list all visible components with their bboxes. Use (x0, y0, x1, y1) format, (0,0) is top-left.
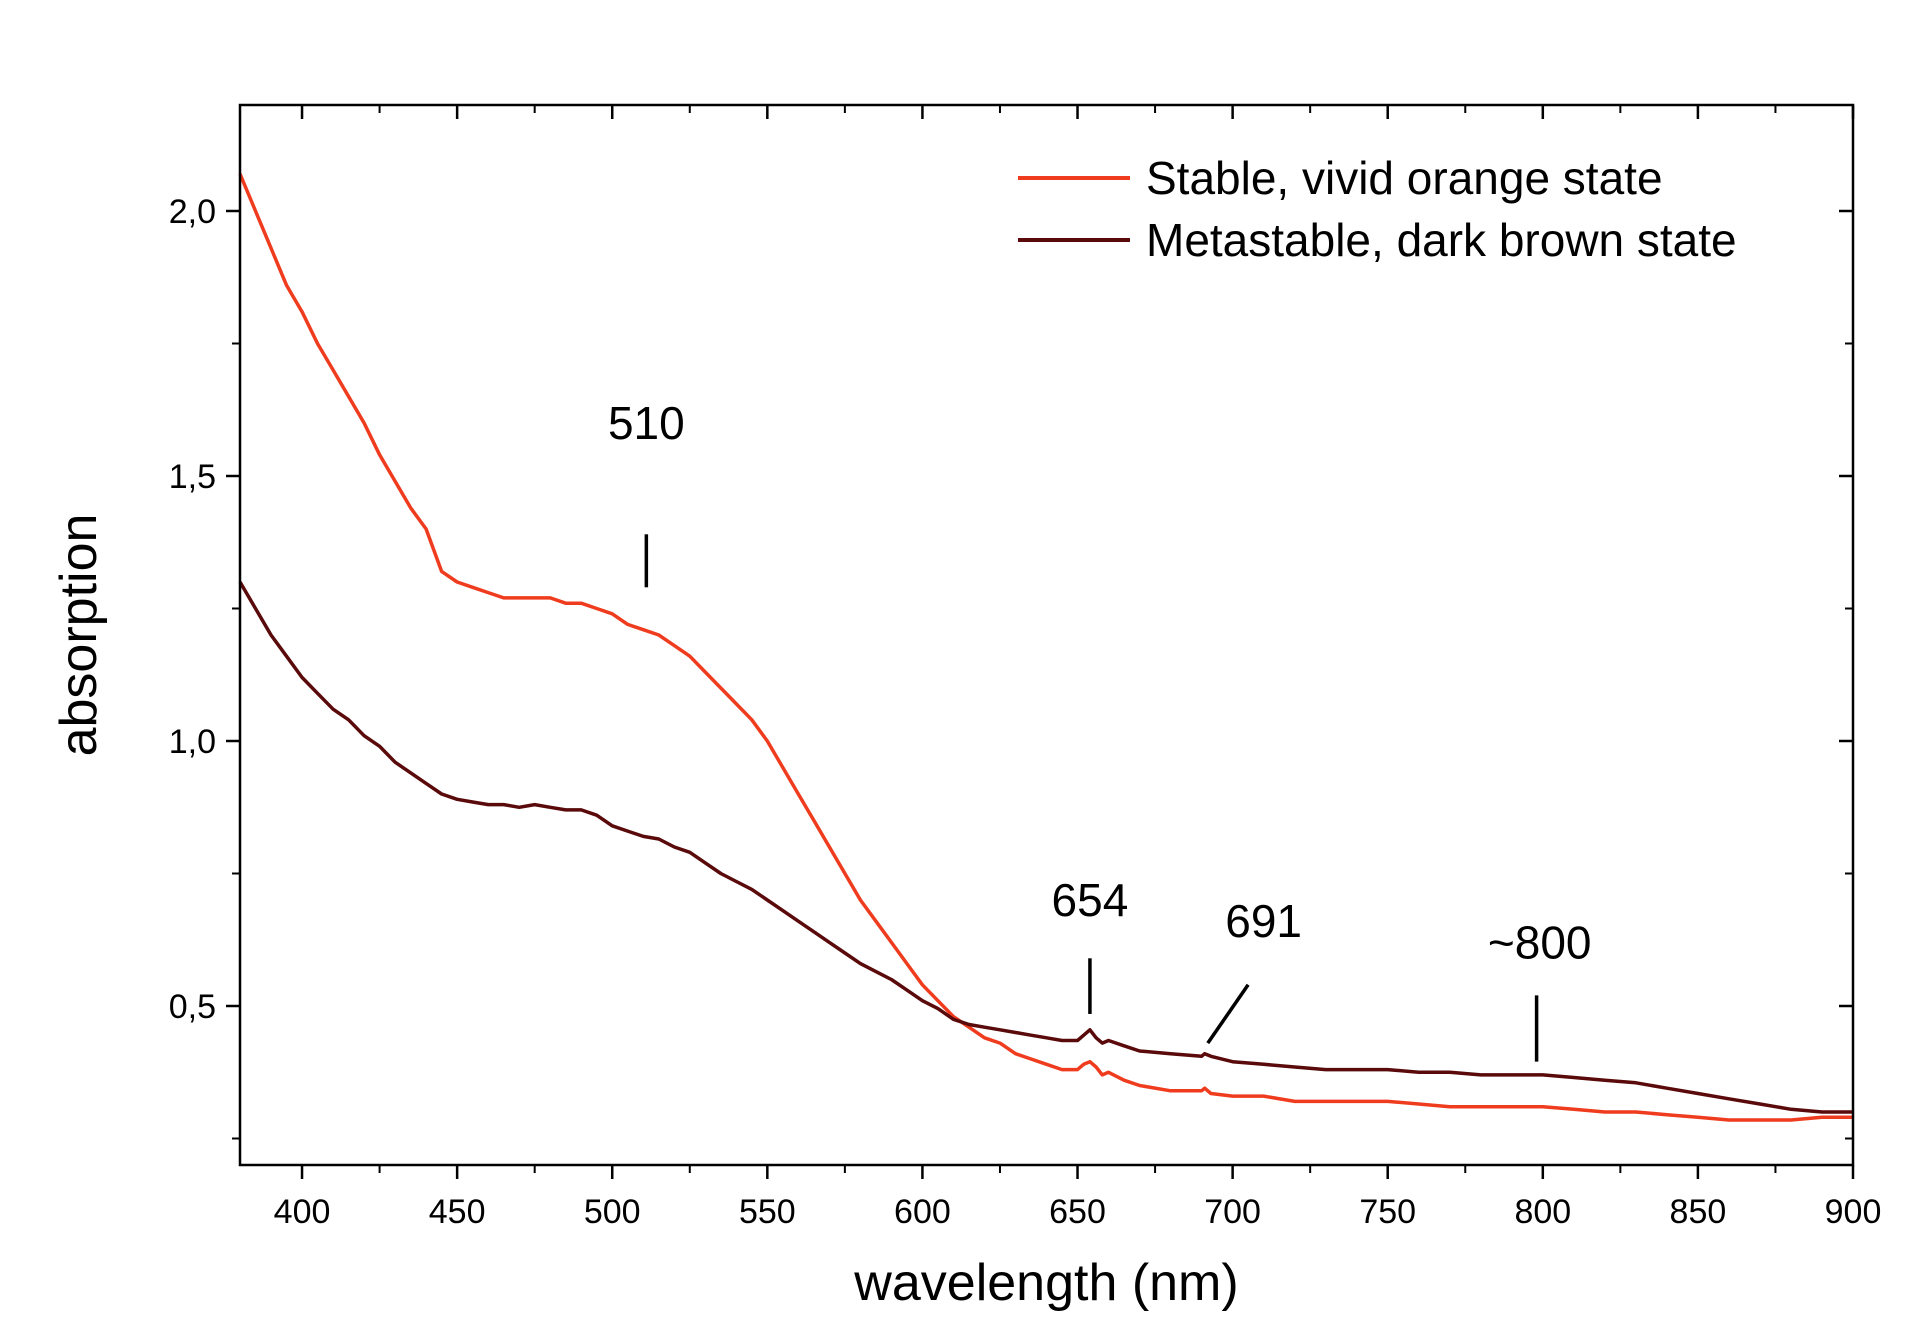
y-tick-label: 1,0 (169, 723, 216, 761)
legend-label-2: Metastable, dark brown state (1146, 214, 1737, 266)
peak-label: ~800 (1488, 916, 1592, 968)
x-tick-label: 750 (1359, 1193, 1416, 1231)
y-tick-label: 0,5 (169, 988, 216, 1026)
plot-frame (238, 103, 1855, 1167)
x-tick-label: 650 (1049, 1193, 1106, 1231)
peak-marker-line (1206, 983, 1250, 1045)
y-tick-label: 1,5 (169, 458, 216, 496)
peak-label: 510 (608, 397, 685, 449)
x-tick-label: 500 (584, 1193, 641, 1231)
peak-label: 691 (1225, 895, 1302, 947)
peak-label: 654 (1052, 874, 1129, 926)
x-tick-label: 900 (1825, 1193, 1882, 1231)
x-tick-label: 550 (739, 1193, 796, 1231)
y-axis-title: absorption (50, 514, 108, 757)
series-line-1 (238, 173, 1853, 1122)
x-tick-label: 450 (429, 1193, 486, 1231)
peak-annotations: 510 654 691 ~800 (608, 397, 1592, 1062)
x-tick-label: 800 (1514, 1193, 1571, 1231)
x-tick-label: 850 (1670, 1193, 1727, 1231)
series-line-2 (238, 581, 1853, 1114)
x-axis-title: wavelength (nm) (853, 1254, 1238, 1312)
series-layer (238, 173, 1853, 1122)
x-tick-label: 400 (274, 1193, 331, 1231)
y-tick-label: 2,0 (169, 193, 216, 231)
legend: Stable, vivid orange state Metastable, da… (1018, 152, 1737, 266)
axis-ticks: 400 450 500 550 600 650 700 750 800 850 900 0,5 1,0 1… (169, 105, 1882, 1231)
x-tick-label: 600 (894, 1193, 951, 1231)
x-tick-label: 700 (1204, 1193, 1261, 1231)
legend-label-1: Stable, vivid orange state (1146, 152, 1663, 204)
